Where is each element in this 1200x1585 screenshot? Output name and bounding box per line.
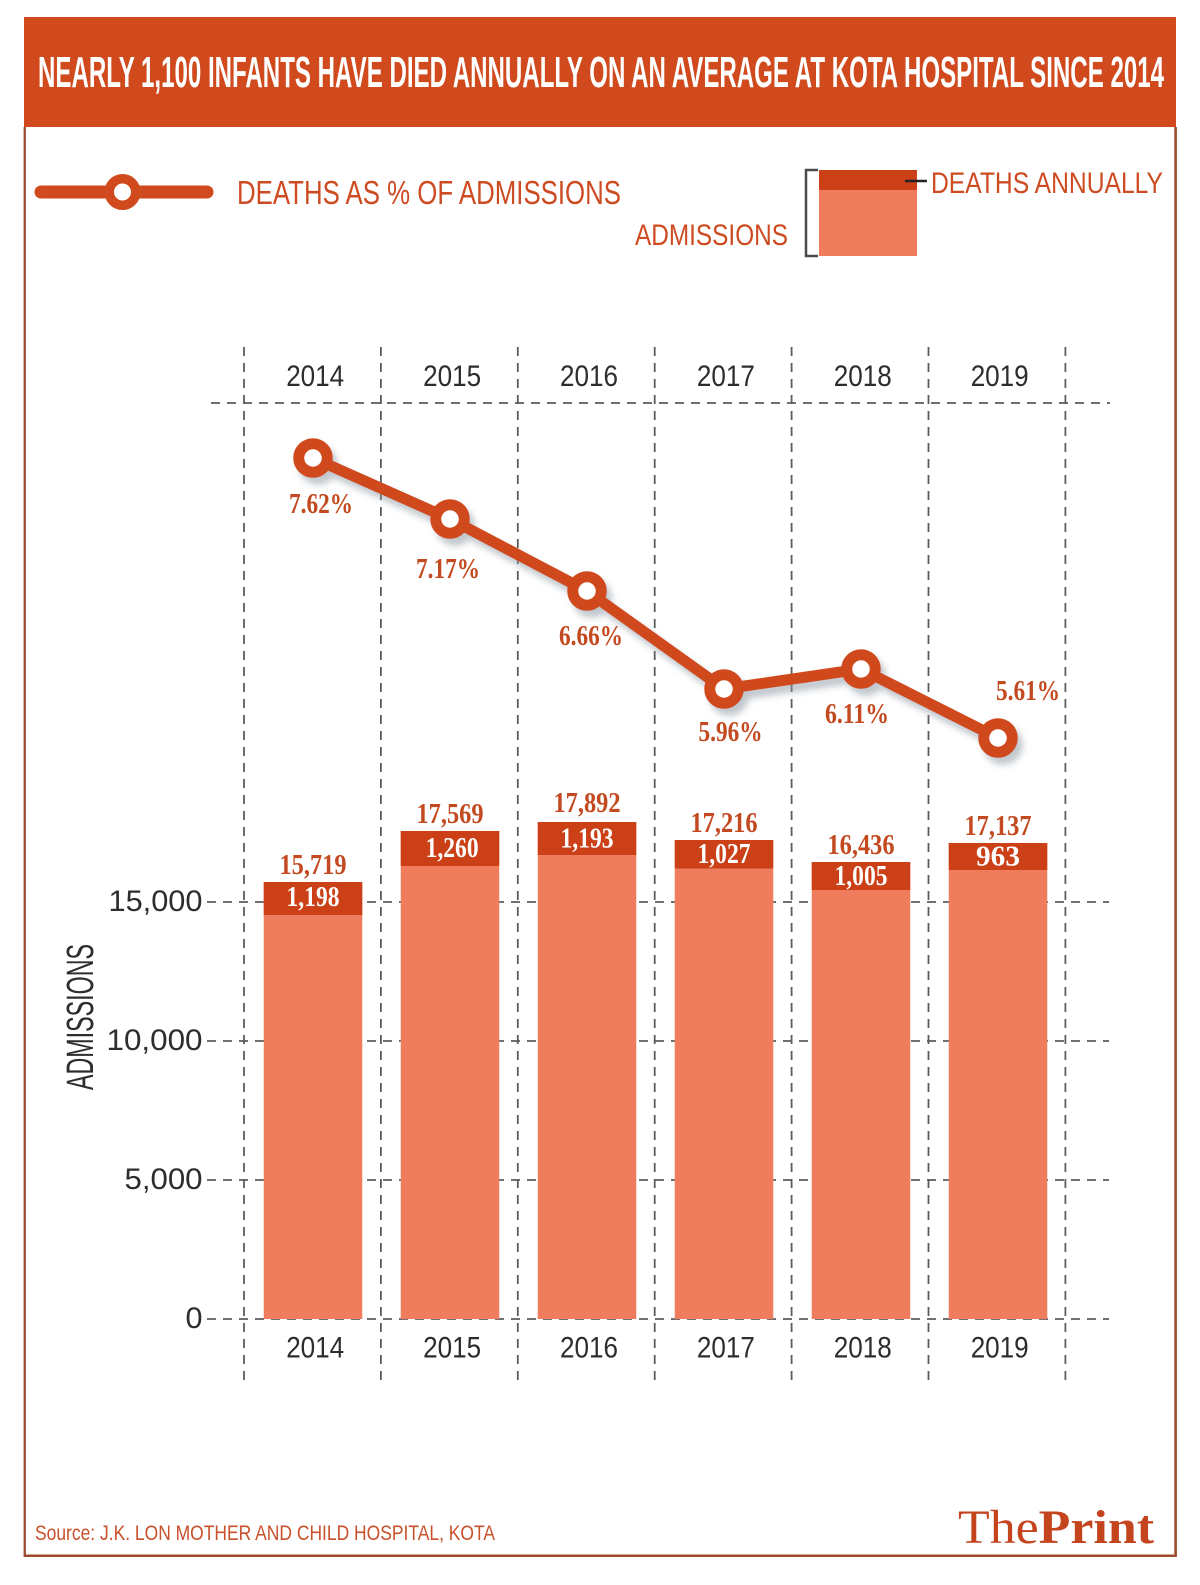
svg-text:2018: 2018 <box>834 360 892 393</box>
svg-text:ADMISSIONS: ADMISSIONS <box>60 944 102 1090</box>
svg-text:1,193: 1,193 <box>561 823 614 855</box>
svg-text:2014: 2014 <box>286 1332 344 1365</box>
svg-text:ADMISSIONS: ADMISSIONS <box>635 219 788 252</box>
svg-text:10,000: 10,000 <box>107 1024 203 1057</box>
svg-text:DEATHS ANNUALLY: DEATHS ANNUALLY <box>931 167 1163 200</box>
svg-text:15,000: 15,000 <box>109 885 203 918</box>
svg-text:1,198: 1,198 <box>287 881 340 913</box>
svg-text:7.17%: 7.17% <box>416 553 480 585</box>
svg-text:963: 963 <box>976 841 1020 873</box>
svg-text:17,892: 17,892 <box>554 787 621 819</box>
svg-text:NEARLY 1,100 INFANTS HAVE DIED: NEARLY 1,100 INFANTS HAVE DIED ANNUALLY … <box>38 48 1164 97</box>
svg-text:2016: 2016 <box>560 360 618 393</box>
svg-text:2019: 2019 <box>971 1332 1029 1365</box>
svg-text:2019: 2019 <box>971 360 1029 393</box>
svg-text:1,005: 1,005 <box>835 860 888 892</box>
svg-text:DEATHS AS % OF ADMISSIONS: DEATHS AS % OF ADMISSIONS <box>237 174 621 211</box>
svg-text:5.96%: 5.96% <box>699 716 763 748</box>
svg-text:1,260: 1,260 <box>426 832 479 864</box>
svg-text:1,027: 1,027 <box>698 838 751 870</box>
svg-text:Source: J.K. LON MOTHER AND CH: Source: J.K. LON MOTHER AND CHILD HOSPIT… <box>35 1521 496 1545</box>
svg-text:2017: 2017 <box>697 360 755 393</box>
svg-text:2014: 2014 <box>286 360 344 393</box>
svg-text:6.66%: 6.66% <box>559 620 623 652</box>
svg-text:17,137: 17,137 <box>965 810 1032 842</box>
svg-text:2017: 2017 <box>697 1332 755 1365</box>
svg-text:16,436: 16,436 <box>828 829 895 861</box>
svg-text:2015: 2015 <box>423 360 481 393</box>
svg-text:2016: 2016 <box>560 1332 618 1365</box>
svg-text:17,216: 17,216 <box>691 807 758 839</box>
svg-text:17,569: 17,569 <box>417 798 484 830</box>
svg-text:15,719: 15,719 <box>280 849 347 881</box>
svg-text:5,000: 5,000 <box>125 1163 203 1196</box>
svg-text:6.11%: 6.11% <box>825 698 889 730</box>
svg-text:2018: 2018 <box>834 1332 892 1365</box>
svg-text:5.61%: 5.61% <box>996 675 1060 707</box>
svg-text:0: 0 <box>186 1302 203 1335</box>
svg-text:7.62%: 7.62% <box>289 488 353 520</box>
svg-text:2015: 2015 <box>423 1332 481 1365</box>
